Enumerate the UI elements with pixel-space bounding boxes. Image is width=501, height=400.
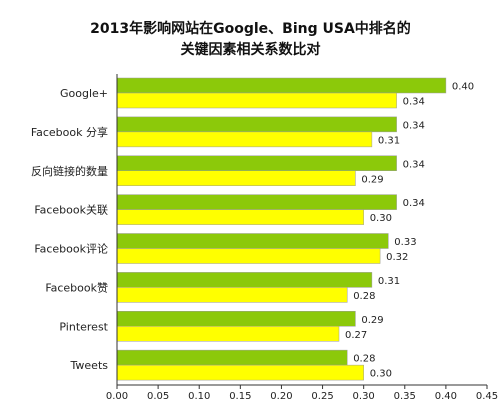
chart-title-line-1: 2013年影响网站在Google、Bing USA中排名的 <box>90 21 411 37</box>
bar-8-series-1 <box>116 349 348 366</box>
data-label-6-series-2: 0.28 <box>353 291 375 302</box>
data-label-3-series-1: 0.34 <box>403 159 425 170</box>
bar-7-series-2 <box>116 326 340 342</box>
x-tick-label-10: 0.45 <box>476 391 498 400</box>
data-label-2-series-1: 0.34 <box>403 120 425 131</box>
bar-5-series-1 <box>116 233 389 249</box>
bar-5-series-2 <box>116 248 381 264</box>
category-label-7: Pinterest <box>59 320 108 333</box>
x-tick-label-7: 0.30 <box>353 391 375 400</box>
bar-7-series-1 <box>116 311 356 327</box>
chart-title-line-2: 关键因素相关系数比对 <box>180 42 321 58</box>
x-tick-label-4: 0.15 <box>229 391 251 400</box>
bar-2-series-2 <box>116 131 373 148</box>
category-label-4: Facebook关联 <box>34 203 108 217</box>
bar-6-series-1 <box>116 272 373 288</box>
data-label-7-series-2: 0.27 <box>345 330 367 341</box>
data-label-8-series-1: 0.28 <box>353 354 375 365</box>
data-label-5-series-1: 0.33 <box>394 237 416 248</box>
x-tick-label-8: 0.35 <box>394 391 416 400</box>
data-label-6-series-1: 0.31 <box>378 276 400 287</box>
data-label-3-series-2: 0.29 <box>361 174 383 185</box>
bar-8-series-2 <box>116 364 364 381</box>
x-tick-label-9: 0.40 <box>435 391 457 400</box>
category-label-3: 反向链接的数量 <box>31 164 108 178</box>
x-tick-label-5: 0.20 <box>270 391 292 400</box>
x-tick-label-1: 0.00 <box>106 391 128 400</box>
category-label-6: Facebook赞 <box>45 281 108 294</box>
x-tick-label-2: 0.05 <box>147 391 169 400</box>
x-tick-label-6: 0.25 <box>311 391 333 400</box>
bar-6-series-2 <box>116 287 348 303</box>
bar-4-series-1 <box>116 194 397 210</box>
data-label-1-series-2: 0.34 <box>403 97 425 108</box>
data-label-8-series-2: 0.30 <box>370 369 392 380</box>
data-label-5-series-2: 0.32 <box>386 252 408 263</box>
category-label-8: Tweets <box>70 359 109 372</box>
category-label-5: Facebook评论 <box>34 242 108 256</box>
category-label-1: Google+ <box>60 87 108 100</box>
data-label-7-series-1: 0.29 <box>361 315 383 326</box>
bar-1-series-1 <box>116 77 447 94</box>
bar-4-series-2 <box>116 209 364 225</box>
data-label-1-series-1: 0.40 <box>452 82 474 93</box>
x-tick-label-3: 0.10 <box>188 391 210 400</box>
data-label-4-series-1: 0.34 <box>403 198 425 209</box>
data-label-4-series-2: 0.30 <box>370 213 392 224</box>
bar-1-series-2 <box>116 92 397 109</box>
category-label-2: Facebook 分享 <box>31 125 108 139</box>
data-label-2-series-2: 0.31 <box>378 135 400 146</box>
bar-2-series-1 <box>116 116 397 133</box>
bar-3-series-2 <box>116 170 356 186</box>
bar-3-series-1 <box>116 155 397 171</box>
